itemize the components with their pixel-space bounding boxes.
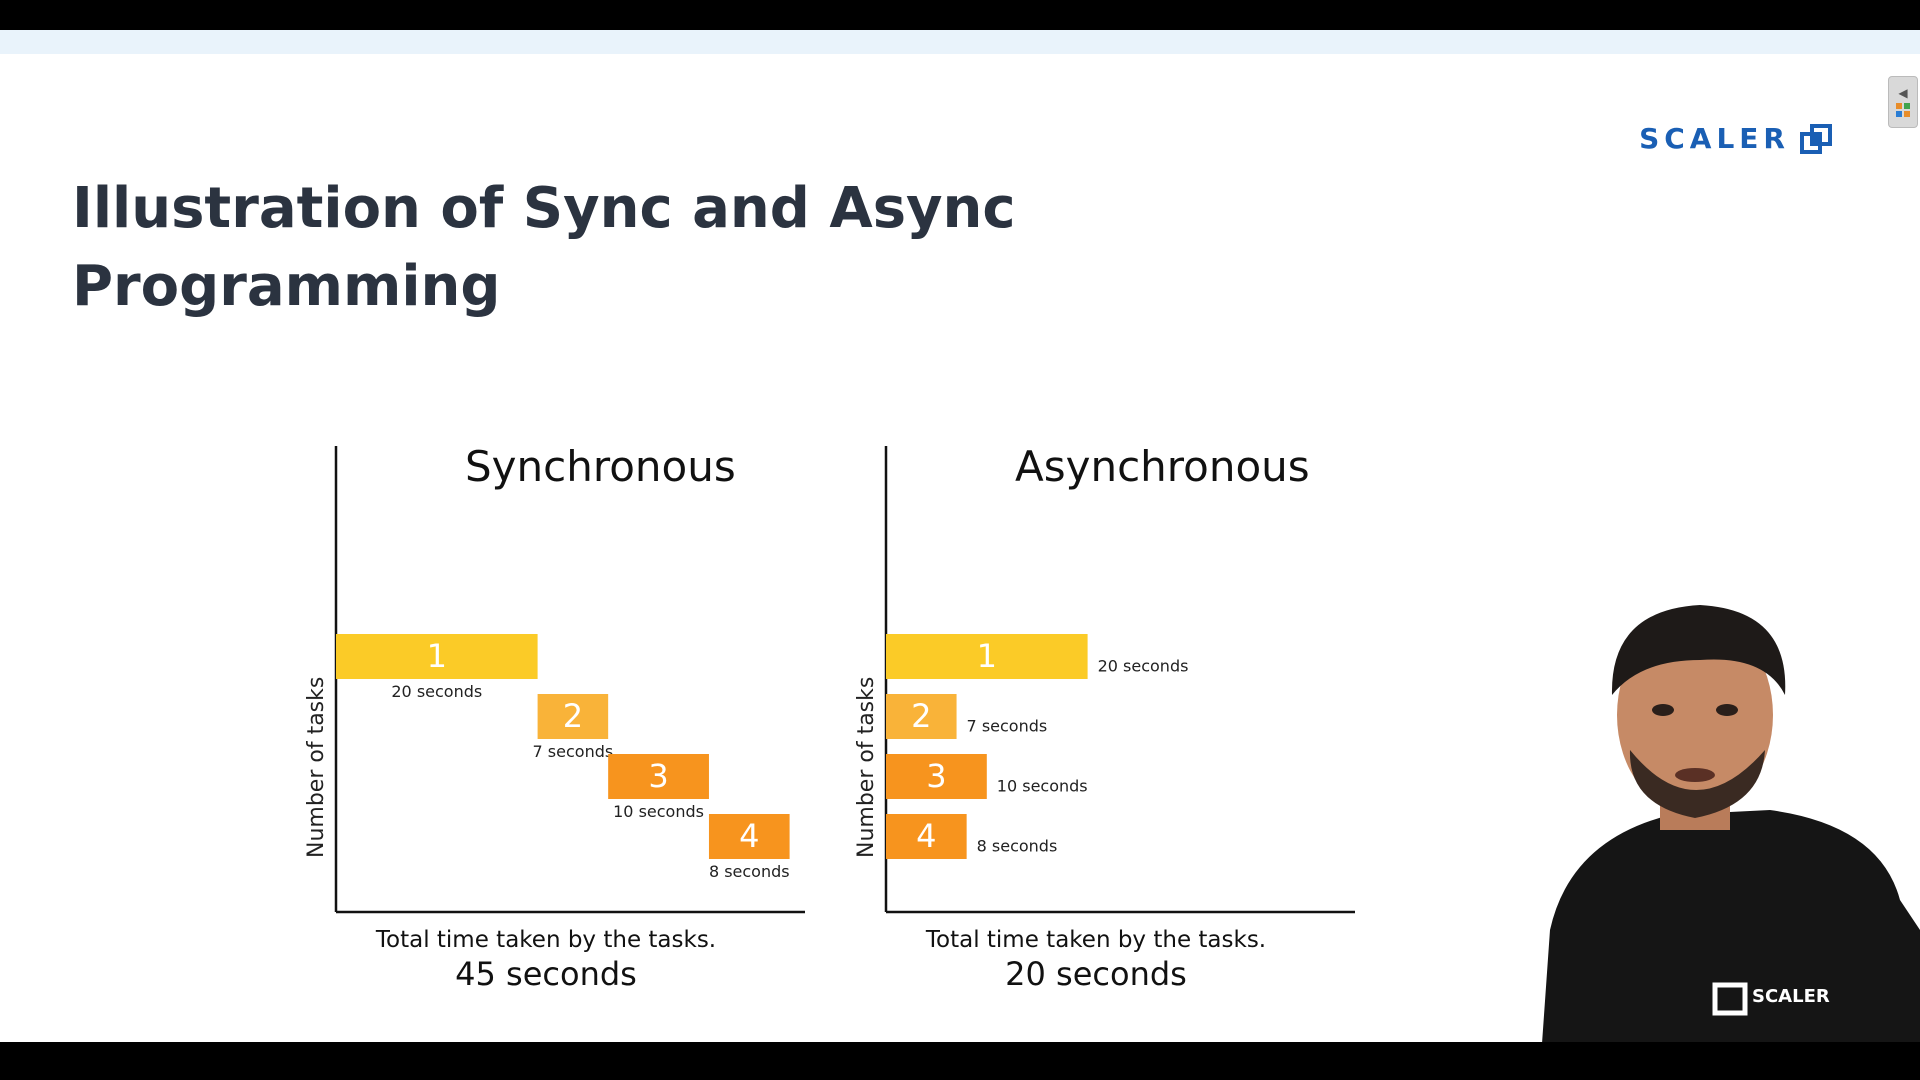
caption-text: Total time taken by the tasks. bbox=[925, 927, 1267, 953]
chart-title: Synchronous bbox=[465, 442, 736, 491]
task-number-label: 2 bbox=[911, 697, 931, 735]
caption-text: Total time taken by the tasks. bbox=[375, 927, 717, 953]
logo-text: SCALER bbox=[1639, 122, 1790, 155]
bottom-black-bar bbox=[0, 1042, 1920, 1080]
top-black-bar bbox=[0, 0, 1920, 30]
task-number-label: 2 bbox=[563, 697, 583, 735]
synchronous-chart: Synchronous Number of tasks 1 20 seconds 2… bbox=[300, 410, 820, 1010]
y-axis-label: Number of tasks bbox=[854, 676, 879, 858]
duration-label: 8 seconds bbox=[709, 862, 790, 881]
duration-label: 10 seconds bbox=[613, 802, 704, 821]
task-bar-3 bbox=[886, 754, 987, 799]
side-panel-toggle[interactable]: ◀ bbox=[1888, 76, 1918, 128]
task-bar-2 bbox=[886, 694, 957, 739]
chart-plot: 1 20 seconds 2 7 seconds 3 10 seconds 4 8 secon… bbox=[334, 446, 805, 914]
scaler-logo-icon bbox=[1800, 123, 1832, 154]
total-time: 45 seconds bbox=[455, 955, 637, 993]
apps-grid-icon bbox=[1896, 103, 1910, 117]
collapse-arrow-icon: ◀ bbox=[1898, 86, 1908, 100]
shirt-logo: SCALER bbox=[1712, 982, 1830, 1016]
slide-top-strip bbox=[0, 30, 1920, 54]
task-bar-4 bbox=[708, 814, 790, 859]
task-bar-1 bbox=[336, 634, 538, 679]
task-bar-4 bbox=[886, 814, 967, 859]
duration-label: 7 seconds bbox=[533, 742, 614, 761]
duration-label: 20 seconds bbox=[1098, 657, 1189, 676]
chart-caption: Total time taken by the tasks. 45 second… bbox=[336, 927, 756, 993]
task-bar-2 bbox=[537, 694, 609, 739]
chart-plot: 1 20 seconds 2 7 seconds 3 10 seconds 4 8 secon… bbox=[884, 446, 1355, 914]
duration-label: 10 seconds bbox=[997, 777, 1088, 796]
slide-title: Illustration of Sync and Async Programmi… bbox=[72, 176, 1016, 319]
presenter-webcam: SCALER bbox=[1542, 605, 1920, 1042]
task-number-label: 4 bbox=[916, 817, 936, 855]
task-number-label: 3 bbox=[648, 757, 668, 795]
task-bar-3 bbox=[608, 754, 709, 799]
task-number-label: 1 bbox=[977, 637, 997, 675]
duration-label: 8 seconds bbox=[977, 837, 1058, 856]
asynchronous-chart: Asynchronous Number of tasks 1 20 seconds… bbox=[850, 410, 1370, 1010]
chart-title: Asynchronous bbox=[1015, 442, 1310, 491]
shirt-logo-text: SCALER bbox=[1752, 986, 1830, 1007]
task-number-label: 4 bbox=[739, 817, 759, 855]
chart-caption: Total time taken by the tasks. 20 second… bbox=[886, 927, 1306, 993]
y-axis-label: Number of tasks bbox=[304, 676, 329, 858]
task-bar-1 bbox=[886, 634, 1088, 679]
task-number-label: 1 bbox=[427, 637, 447, 675]
task-number-label: 3 bbox=[926, 757, 946, 795]
duration-label: 20 seconds bbox=[391, 682, 482, 701]
duration-label: 7 seconds bbox=[967, 717, 1048, 736]
scaler-logo: SCALER bbox=[1639, 122, 1832, 155]
presentation-slide: ◀ SCALER Illustration of Sync and Async … bbox=[0, 30, 1920, 1042]
total-time: 20 seconds bbox=[1005, 955, 1187, 993]
